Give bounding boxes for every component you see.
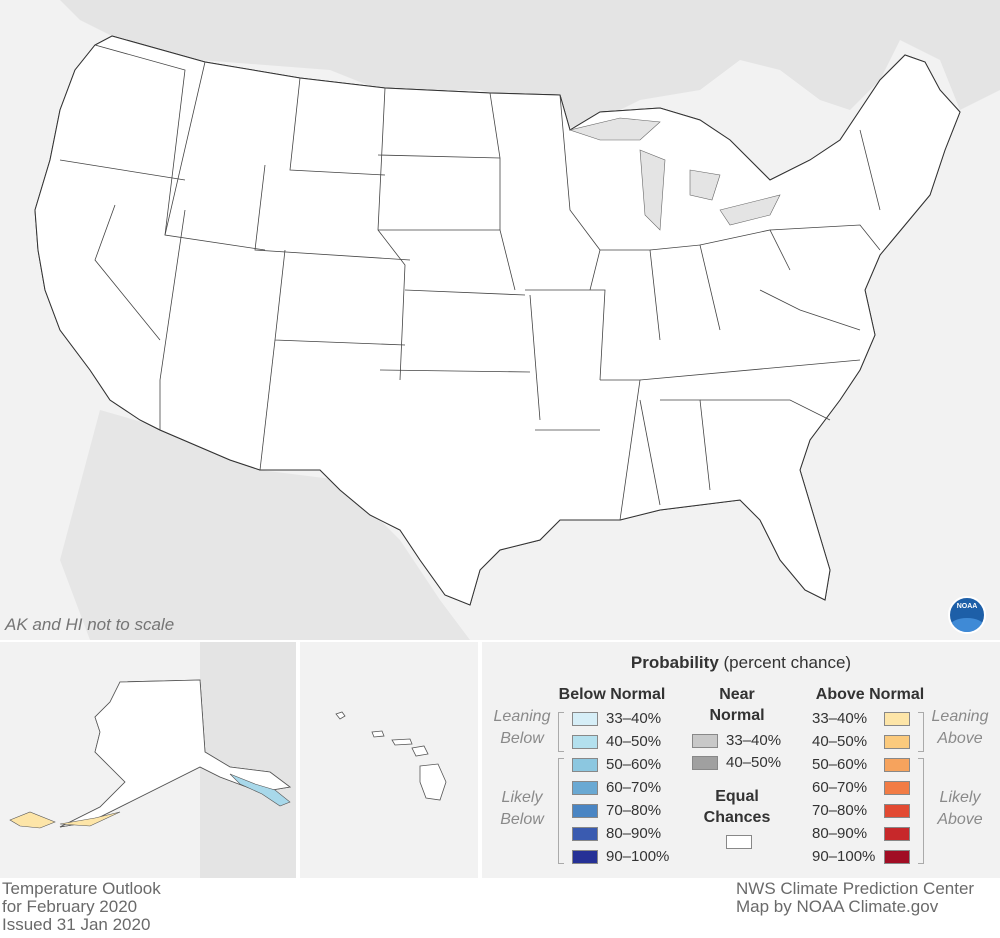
hawaii-map-graphic xyxy=(335,711,447,801)
conus-map-graphic xyxy=(34,0,1000,640)
above-label-6: 90–100% xyxy=(812,848,876,865)
leaning-below-label: Leaning Below xyxy=(493,708,551,747)
scale-note: AK and HI not to scale xyxy=(5,615,175,634)
outlook-title: Temperature Outlook xyxy=(2,879,161,898)
aleutian-islands xyxy=(9,811,56,829)
footer-right: NWS Climate Prediction Center Map by NOA… xyxy=(736,880,974,916)
above-label-2: 50–60% xyxy=(812,756,868,773)
above-label-0: 33–40% xyxy=(812,710,868,727)
below-label-6: 90–100% xyxy=(606,848,670,865)
issue-date: Issued 31 Jan 2020 xyxy=(2,915,151,934)
legend: Probability (percent chance) Below Norma… xyxy=(482,642,1000,878)
leaning-above-label: Leaning Above xyxy=(931,708,989,747)
above-normal-heading: Above Normal xyxy=(815,686,925,703)
equal-chances-swatch xyxy=(726,835,752,849)
likely-above-label: Likely Above xyxy=(937,789,983,828)
outlook-period: for February 2020 xyxy=(2,897,138,916)
alaska-map-graphic xyxy=(9,642,296,878)
above-swatch-0 xyxy=(884,712,910,726)
alaska-panhandle xyxy=(229,773,291,807)
hawaii-inset xyxy=(300,642,478,878)
above-label-4: 70–80% xyxy=(812,802,868,819)
legend-title: Probability (percent chance) xyxy=(630,653,852,672)
great-lakes xyxy=(568,117,661,141)
island-kauai xyxy=(335,711,346,720)
above-swatch-6 xyxy=(884,850,910,864)
above-label-5: 80–90% xyxy=(812,825,868,842)
below-swatch-0 xyxy=(572,712,598,726)
below-label-1: 40–50% xyxy=(606,733,662,750)
above-swatch-3 xyxy=(884,781,910,795)
below-swatch-3 xyxy=(572,781,598,795)
above-swatch-2 xyxy=(884,758,910,772)
near-normal-heading: Near Normal xyxy=(709,686,765,724)
near-33-40-label: 33–40% xyxy=(726,732,782,749)
below-label-3: 60–70% xyxy=(606,779,662,796)
conus-map: NOAA AK and HI not to scale xyxy=(0,0,1000,640)
above-label-3: 60–70% xyxy=(812,779,868,796)
equal-chances-heading: Equal Chances xyxy=(703,788,771,826)
island-molokai xyxy=(391,738,413,746)
alaska-inset xyxy=(0,642,296,878)
below-swatch-4 xyxy=(572,804,598,818)
below-swatch-6 xyxy=(572,850,598,864)
above-swatch-5 xyxy=(884,827,910,841)
above-swatch-1 xyxy=(884,735,910,749)
mexico-region xyxy=(60,410,470,640)
credit-cpc: NWS Climate Prediction Center xyxy=(736,879,975,898)
below-swatch-2 xyxy=(572,758,598,772)
island-maui xyxy=(411,745,429,757)
near-40-50-swatch xyxy=(692,756,718,770)
below-label-2: 50–60% xyxy=(606,756,662,773)
above-swatch-4 xyxy=(884,804,910,818)
likely-below-label: Likely Below xyxy=(500,789,544,828)
below-label-5: 80–90% xyxy=(606,825,662,842)
below-label-0: 33–40% xyxy=(606,710,662,727)
below-label-4: 70–80% xyxy=(606,802,662,819)
near-40-50-label: 40–50% xyxy=(726,754,782,771)
island-oahu xyxy=(371,730,385,738)
below-swatch-1 xyxy=(572,735,598,749)
above-label-1: 40–50% xyxy=(812,733,868,750)
credit-climate-gov: Map by NOAA Climate.gov xyxy=(736,897,939,916)
island-hawaii xyxy=(419,763,447,801)
below-normal-heading: Below Normal xyxy=(558,686,666,703)
state-borders xyxy=(59,44,881,521)
noaa-logo: NOAA xyxy=(948,596,986,634)
near-33-40-swatch xyxy=(692,734,718,748)
below-swatch-5 xyxy=(572,827,598,841)
canada-region xyxy=(60,0,1000,130)
footer-left: Temperature Outlook for February 2020 Is… xyxy=(2,880,161,934)
